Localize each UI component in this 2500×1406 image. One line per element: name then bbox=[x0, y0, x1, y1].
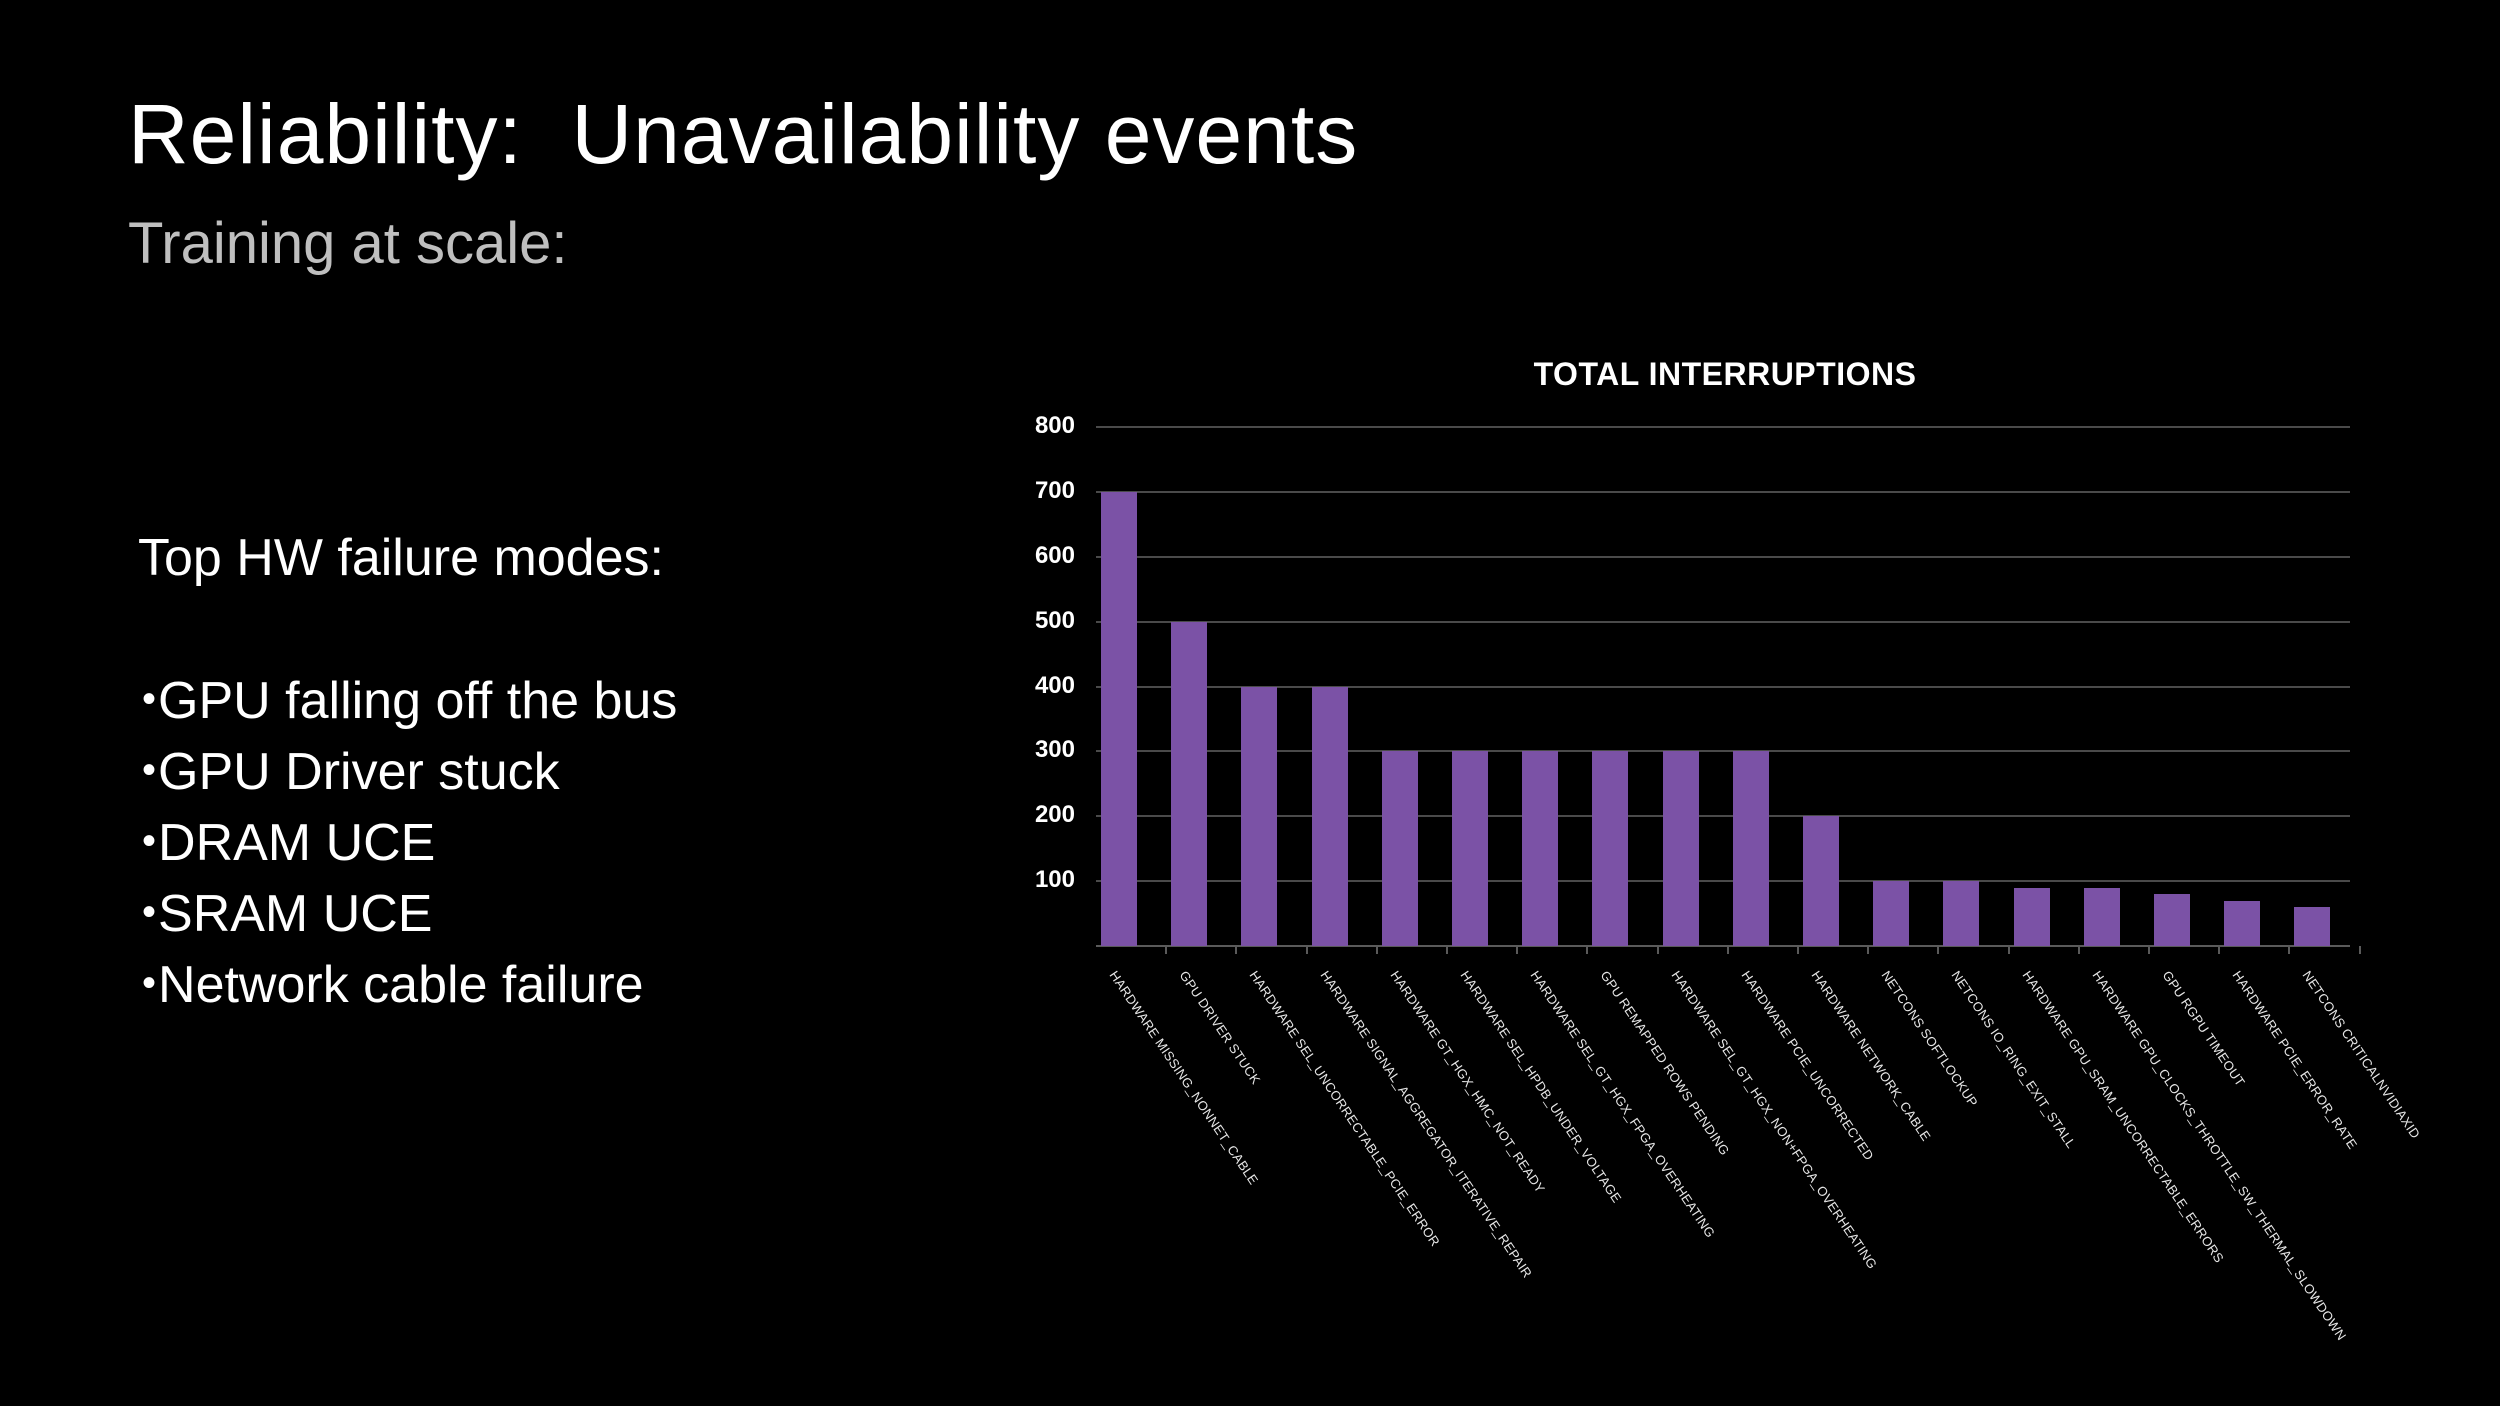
failure-modes-heading: Top HW failure modes: bbox=[138, 529, 664, 587]
gridline bbox=[1096, 620, 2350, 623]
failure-mode-item: •DRAM UCE bbox=[142, 814, 436, 872]
x-tick-label: HARDWARE NETWORK_CABLE bbox=[1808, 968, 1934, 1144]
x-tick-label: HARDWARE GPU_CLOCKS_THROTTLE_SW_THERMAL_… bbox=[2089, 968, 2350, 1344]
failure-mode-item: •Network cable failure bbox=[142, 956, 644, 1014]
bar bbox=[1241, 686, 1278, 946]
gridline bbox=[1096, 880, 2350, 883]
slide-title: Reliability: Unavailability events bbox=[128, 87, 1359, 181]
x-tick bbox=[2148, 946, 2150, 954]
x-tick-label: HARDWARE MISSING_NONNET_CABLE bbox=[1106, 968, 1262, 1188]
x-tick-label: HARDWARE PCIE_ERROR_RATE bbox=[2229, 968, 2361, 1152]
bar bbox=[1171, 621, 1208, 946]
gridline bbox=[1096, 490, 2350, 493]
x-tick bbox=[2358, 946, 2361, 954]
bar bbox=[1452, 751, 1488, 946]
x-axis-line bbox=[1096, 945, 2350, 947]
bar bbox=[1803, 816, 1839, 946]
x-tick bbox=[1586, 946, 1589, 954]
y-tick-label: 700 bbox=[1034, 476, 1075, 504]
x-tick bbox=[1305, 946, 1308, 954]
bar bbox=[1662, 751, 1699, 946]
bullet-icon: • bbox=[142, 677, 157, 721]
y-tick-label: 200 bbox=[1034, 801, 1075, 829]
gridline bbox=[1096, 426, 2350, 428]
x-tick bbox=[1797, 946, 1799, 954]
x-tick bbox=[2007, 946, 2010, 954]
x-tick-label: NETCONS CRITICALNVIDIAXID bbox=[2299, 968, 2424, 1142]
x-tick bbox=[1235, 946, 1238, 954]
failure-modes-list: •GPU falling off the bus •GPU Driver stu… bbox=[142, 665, 677, 1020]
gridline bbox=[1096, 750, 2350, 753]
failure-mode-item: •GPU Driver stuck bbox=[142, 743, 560, 801]
bar bbox=[2154, 894, 2190, 946]
bar bbox=[2294, 907, 2331, 946]
chart-title: TOTAL INTERRUPTIONS bbox=[1533, 356, 1917, 392]
bar bbox=[2224, 900, 2261, 946]
x-tick bbox=[1726, 946, 1729, 954]
y-tick-label: 400 bbox=[1034, 671, 1075, 699]
x-tick bbox=[2077, 946, 2080, 954]
bar bbox=[1381, 751, 1418, 946]
bullet-icon: • bbox=[142, 748, 157, 792]
bar bbox=[2013, 887, 2050, 946]
x-tick bbox=[1165, 946, 1168, 954]
x-tick bbox=[1375, 946, 1378, 954]
bar bbox=[1522, 751, 1559, 946]
x-tick bbox=[1446, 946, 1448, 954]
y-tick-label: 600 bbox=[1034, 541, 1075, 569]
y-tick-label: 100 bbox=[1034, 866, 1075, 894]
x-tick bbox=[2288, 946, 2291, 954]
gridline bbox=[1096, 685, 2350, 688]
x-tick bbox=[1867, 946, 1870, 954]
gridline bbox=[1096, 555, 2350, 558]
x-tick bbox=[2218, 946, 2221, 954]
failure-mode-item: •GPU falling off the bus bbox=[142, 672, 678, 730]
x-tick-label: HARDWARE SEL_HPDB_UNDER_VOLTAGE bbox=[1457, 968, 1625, 1206]
slide-subtitle: Training at scale: bbox=[128, 211, 568, 276]
bar bbox=[1873, 881, 1910, 946]
bar bbox=[1101, 491, 1137, 946]
failure-mode-item: •SRAM UCE bbox=[142, 885, 433, 943]
gridline bbox=[1096, 815, 2350, 818]
y-tick-label: 800 bbox=[1034, 412, 1075, 439]
x-tick-label: NETCONS IO_RING_EXIT_STALL bbox=[1948, 968, 2080, 1151]
y-tick-label: 300 bbox=[1034, 736, 1075, 764]
bullet-icon: • bbox=[142, 961, 157, 1005]
x-tick-label: GPU DRIVER STUCK bbox=[1176, 968, 1264, 1087]
x-tick-label: HARDWARE GT_HGX_HMC_NOT_READY bbox=[1387, 968, 1548, 1196]
bullet-icon: • bbox=[142, 819, 157, 863]
x-tick-label: GPU RGPU TIMEOUT bbox=[2159, 968, 2249, 1090]
bar bbox=[2083, 887, 2120, 946]
y-tick-label: 500 bbox=[1034, 606, 1075, 634]
bar bbox=[1943, 881, 1980, 946]
x-tick-label: HARDWARE PCIE_UNCORRECTED bbox=[1738, 968, 1877, 1164]
x-tick-label: GPU REMAPPED ROWS PENDING bbox=[1597, 968, 1733, 1159]
bar bbox=[1311, 686, 1348, 946]
x-tick bbox=[1516, 946, 1519, 954]
x-tick bbox=[1937, 946, 1940, 954]
x-tick bbox=[1656, 946, 1659, 954]
bar bbox=[1592, 751, 1629, 946]
bar bbox=[1732, 751, 1769, 946]
bullet-icon: • bbox=[142, 890, 157, 934]
